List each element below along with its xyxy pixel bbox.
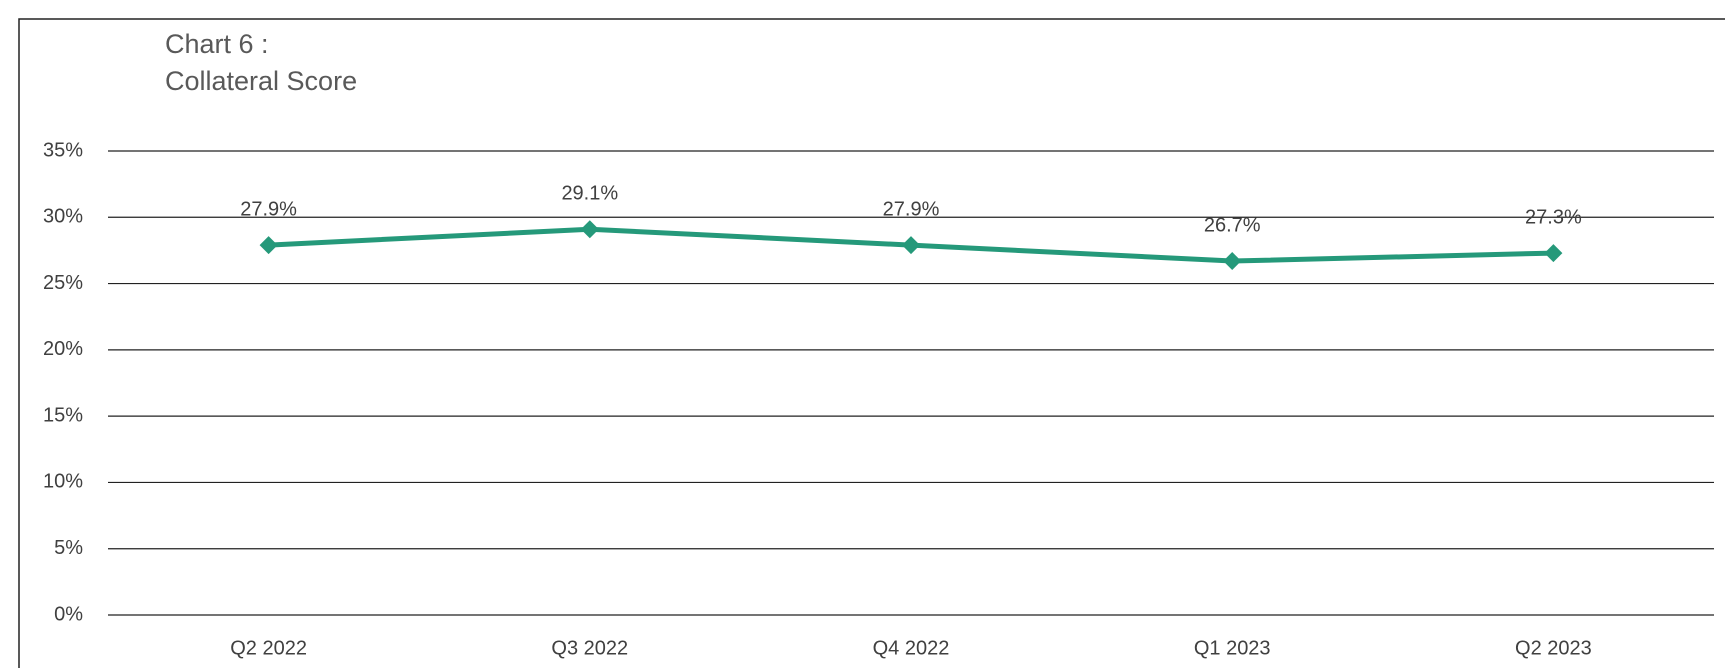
chart-subtitle: Collateral Score xyxy=(165,66,357,96)
y-tick-label: 20% xyxy=(43,338,83,360)
marker xyxy=(580,220,599,239)
x-tick-label: Q2 2022 xyxy=(230,637,307,659)
data-label: 27.9% xyxy=(883,198,940,220)
y-tick-label: 5% xyxy=(54,537,83,559)
marker xyxy=(1223,252,1242,271)
x-tick-label: Q1 2023 xyxy=(1194,637,1271,659)
data-label: 27.9% xyxy=(240,198,297,220)
chart-border xyxy=(18,18,1725,668)
x-tick-label: Q4 2022 xyxy=(873,637,950,659)
y-tick-label: 30% xyxy=(43,206,83,228)
data-label: 26.7% xyxy=(1204,214,1261,236)
y-tick-label: 25% xyxy=(43,272,83,294)
marker xyxy=(259,236,278,255)
y-tick-label: 0% xyxy=(54,603,83,625)
data-label: 27.3% xyxy=(1525,206,1582,228)
y-tick-label: 10% xyxy=(43,471,83,493)
data-label: 29.1% xyxy=(561,182,618,204)
marker xyxy=(902,236,920,255)
marker xyxy=(1544,244,1563,263)
x-tick-label: Q2 2023 xyxy=(1515,637,1592,659)
y-tick-label: 35% xyxy=(43,139,83,161)
y-tick-label: 15% xyxy=(43,404,83,426)
x-tick-label: Q3 2022 xyxy=(551,637,628,659)
chart-title: Chart 6 : xyxy=(165,29,269,59)
